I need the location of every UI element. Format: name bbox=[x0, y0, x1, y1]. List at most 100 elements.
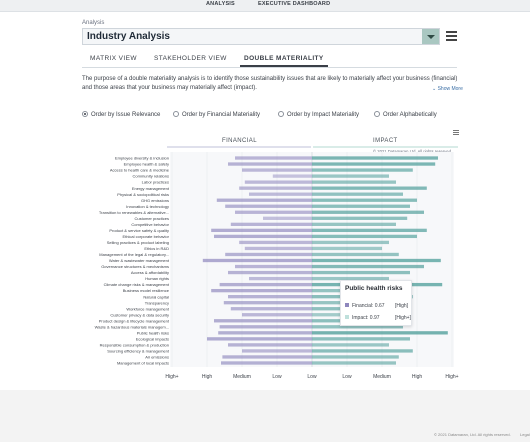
x-tick-label: High bbox=[412, 374, 423, 380]
tooltip-financial: Financial: 0.67 bbox=[352, 303, 385, 309]
tab-matrix-view[interactable]: MATRIX VIEW bbox=[90, 55, 137, 62]
category-label: Management of the legal & regulatory... bbox=[99, 252, 169, 257]
financial-bar bbox=[235, 156, 312, 160]
financial-bar bbox=[225, 252, 312, 257]
financial-bar bbox=[235, 210, 312, 214]
impact-bar bbox=[312, 270, 410, 275]
radio-alphabetical[interactable]: Order Alphabetically bbox=[374, 111, 437, 118]
category-label: Physical & sociopolitical risks bbox=[117, 192, 169, 197]
category-label: Product design & lifecycle management bbox=[99, 318, 170, 323]
impact-header: IMPACT bbox=[373, 138, 398, 144]
x-tick-label: High bbox=[202, 374, 213, 380]
financial-bar bbox=[263, 216, 312, 220]
description-text: The purpose of a double materiality anal… bbox=[82, 76, 458, 91]
financial-header: FINANCIAL bbox=[222, 138, 257, 144]
impact-bar bbox=[312, 240, 389, 245]
category-label: Ecological impacts bbox=[136, 336, 169, 341]
financial-bar bbox=[218, 331, 312, 335]
category-label: Customer practices bbox=[135, 216, 169, 221]
radio-label: Order by Issue Relevance bbox=[91, 112, 161, 118]
financial-bar bbox=[207, 337, 312, 341]
chart-copyright: © 2021 Datamaran Ltd. All rights reserve… bbox=[373, 149, 452, 154]
financial-bar bbox=[244, 180, 312, 184]
financial-bar bbox=[228, 270, 312, 275]
impact-bar bbox=[312, 174, 389, 178]
category-label: Product & service safety & quality bbox=[109, 228, 169, 233]
category-label: Community relations bbox=[133, 174, 169, 179]
category-label: Air emissions bbox=[145, 355, 169, 360]
tooltip-impact: Impact: 0.97 bbox=[352, 315, 380, 321]
impact-bar bbox=[312, 264, 424, 269]
financial-bar bbox=[228, 343, 312, 347]
impact-bar bbox=[312, 186, 427, 190]
financial-bar bbox=[211, 288, 312, 293]
x-tick-label: Medium bbox=[233, 374, 251, 380]
financial-bar bbox=[239, 240, 312, 245]
radio-issue-relevance[interactable]: Order by Issue Relevance bbox=[82, 111, 160, 118]
financial-bar bbox=[228, 295, 312, 299]
financial-bar bbox=[239, 186, 312, 190]
x-tick-label: Medium bbox=[373, 374, 391, 380]
x-tick-label: Low bbox=[272, 374, 282, 380]
hamburger-menu-icon[interactable] bbox=[446, 31, 457, 42]
radio-icon bbox=[374, 111, 380, 117]
active-tab-indicator bbox=[240, 65, 328, 67]
financial-bar bbox=[214, 319, 312, 323]
tooltip-title: Public health risks bbox=[345, 285, 403, 292]
radio-label: Order by Financial Materiality bbox=[182, 112, 261, 118]
impact-bar bbox=[312, 216, 408, 220]
category-label: Selling practices & product labeling bbox=[107, 240, 169, 245]
category-label: Public health risks bbox=[137, 330, 169, 335]
financial-bar bbox=[219, 325, 312, 329]
radio-label: Order Alphabetically bbox=[383, 112, 437, 118]
tab-stakeholder-view[interactable]: STAKEHOLDER VIEW bbox=[154, 55, 227, 62]
financial-bar bbox=[228, 162, 312, 166]
impact-bar bbox=[312, 252, 399, 257]
category-label: Innovation & technology bbox=[126, 204, 169, 209]
impact-bar bbox=[312, 355, 399, 359]
chart-menu-icon[interactable] bbox=[453, 130, 459, 136]
radio-financial-materiality[interactable]: Order by Financial Materiality bbox=[173, 111, 260, 118]
financial-bar bbox=[235, 264, 312, 269]
impact-bar bbox=[312, 210, 424, 214]
category-label: Sourcing efficiency & management bbox=[107, 349, 170, 354]
category-label: Responsible consumption & production bbox=[100, 343, 169, 348]
radio-icon bbox=[173, 111, 179, 117]
tooltip-impact-level: [High+] bbox=[395, 315, 411, 321]
financial-bar bbox=[242, 313, 312, 317]
order-options: Order by Issue Relevance Order by Financ… bbox=[82, 111, 462, 121]
impact-bar bbox=[312, 234, 417, 239]
impact-bar bbox=[312, 246, 382, 251]
show-more-link[interactable]: ⌄ Show More bbox=[432, 86, 463, 92]
impact-bar bbox=[312, 192, 403, 196]
radio-impact-materiality[interactable]: Order by Impact Materiality bbox=[278, 111, 359, 118]
category-label: Competitive behavior bbox=[131, 222, 169, 227]
financial-header-bar bbox=[167, 146, 311, 148]
category-label: Climate change risks & management bbox=[104, 282, 170, 287]
tab-double-materiality[interactable]: DOUBLE MATERIALITY bbox=[244, 55, 324, 62]
category-label: Ethical corporate behavior bbox=[123, 234, 170, 239]
impact-bar bbox=[312, 343, 389, 347]
impact-bar bbox=[312, 361, 396, 365]
category-label: Transparency bbox=[145, 300, 169, 305]
background-wave-area bbox=[0, 390, 530, 442]
category-label: Customer privacy & data security bbox=[110, 312, 169, 317]
financial-bar bbox=[223, 301, 312, 305]
view-tabs: MATRIX VIEW STAKEHOLDER VIEW DOUBLE MATE… bbox=[82, 53, 457, 68]
impact-bar bbox=[312, 204, 410, 208]
financial-bar bbox=[211, 228, 312, 233]
analysis-select[interactable]: Industry Analysis bbox=[82, 28, 440, 45]
financial-bar bbox=[230, 222, 312, 226]
financial-bar bbox=[242, 168, 312, 172]
financial-bar bbox=[225, 204, 312, 208]
tooltip: Public health risks Financial: 0.67 [High… bbox=[340, 280, 412, 326]
impact-bar bbox=[312, 180, 396, 184]
nav-executive-dashboard[interactable]: EXECUTIVE DASHBOARD bbox=[258, 1, 331, 7]
financial-bar bbox=[249, 192, 312, 196]
financial-bar bbox=[216, 198, 312, 202]
footer-legal-link[interactable]: Legal bbox=[520, 432, 530, 437]
category-label: Ethics in R&D bbox=[144, 246, 169, 251]
radio-selected-icon bbox=[82, 111, 88, 117]
chevron-down-icon[interactable] bbox=[422, 29, 439, 44]
nav-analysis[interactable]: ANALYSIS bbox=[206, 1, 235, 7]
